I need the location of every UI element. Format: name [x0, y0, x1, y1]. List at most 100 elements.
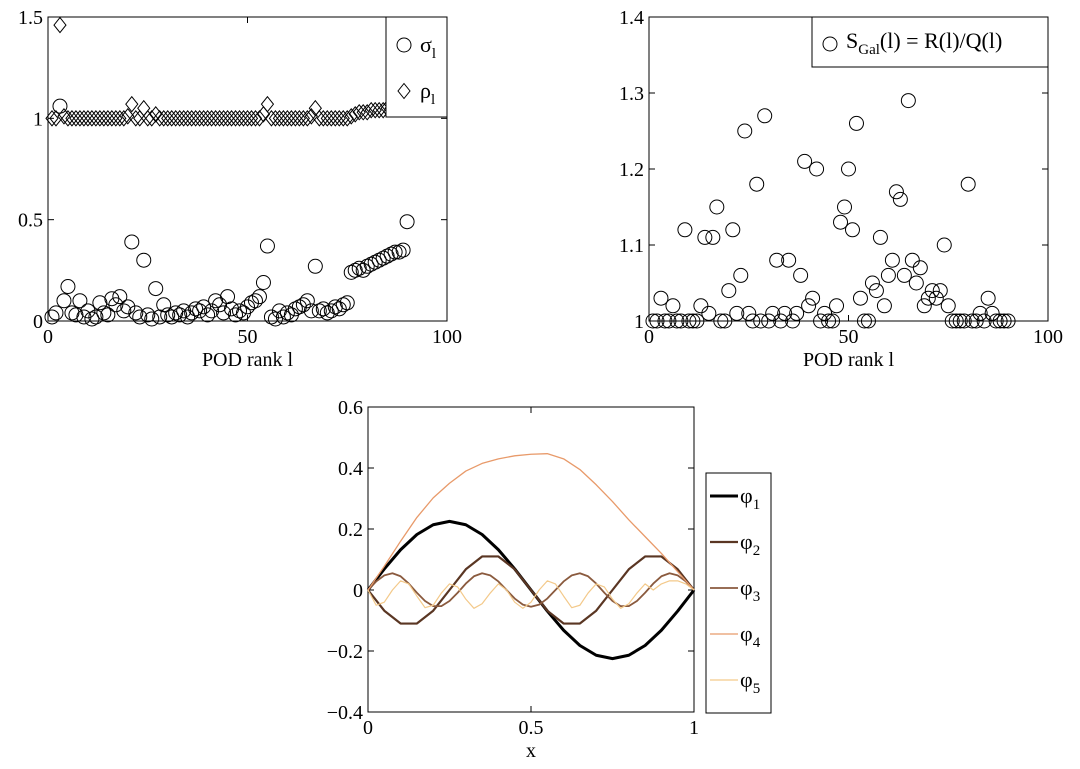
diamond-marker [97, 110, 111, 127]
circle-marker [339, 295, 355, 311]
circle-marker [860, 313, 876, 329]
diamond-marker [200, 110, 215, 127]
diamond-marker [133, 110, 147, 127]
circle-marker [657, 313, 673, 329]
diamond-marker [161, 110, 175, 127]
circle-marker [757, 108, 773, 124]
circle-marker [888, 184, 904, 200]
circle-marker [976, 313, 992, 329]
circle-marker [856, 313, 872, 329]
circle-marker [363, 256, 379, 272]
legend-symbol: σ [420, 32, 432, 57]
legend-label: φ4 [740, 621, 761, 651]
y-tick-label: 0.4 [338, 458, 363, 480]
circle-marker [956, 313, 972, 329]
circle-marker [240, 299, 255, 315]
legend-label: σl [420, 32, 436, 62]
circle-marker [729, 305, 745, 321]
diamond-marker [372, 101, 386, 119]
diamond-marker [53, 16, 67, 34]
circle-marker [371, 252, 387, 268]
diamond-marker [121, 108, 135, 125]
diamond-marker [45, 110, 59, 127]
diamond-marker [113, 110, 127, 127]
legend-subscript: 5 [753, 681, 761, 697]
circle-marker [279, 305, 295, 321]
legend-label: φ3 [740, 575, 760, 605]
circle-marker [192, 303, 208, 319]
circle-marker [884, 252, 900, 268]
diamond-marker [165, 110, 179, 127]
circle-marker [825, 313, 841, 329]
legend-label: φ1 [740, 483, 760, 513]
circle-marker [148, 281, 164, 297]
circle-marker [395, 242, 411, 258]
y-tick-label: 0 [33, 311, 43, 333]
circle-marker [396, 37, 412, 53]
circle-marker [868, 283, 884, 299]
circle-marker [347, 262, 363, 278]
diamond-marker [332, 110, 346, 127]
circle-marker [936, 237, 952, 253]
diamond-marker [344, 108, 358, 125]
circle-marker [817, 305, 833, 321]
diamond-marker [81, 110, 95, 127]
x-tick-label: 100 [1033, 326, 1063, 348]
diamond-marker [69, 110, 83, 127]
circle-marker [685, 313, 701, 329]
circle-marker [48, 305, 64, 321]
diamond-marker [57, 108, 71, 125]
circle-marker [793, 267, 809, 283]
circle-marker [968, 313, 984, 329]
legend-label: φ5 [740, 667, 760, 697]
x-tick-label: 0.5 [519, 717, 544, 739]
circle-marker [980, 290, 996, 306]
y-tick-label: 0 [353, 580, 363, 602]
diamond-marker [240, 110, 255, 127]
circle-marker [693, 298, 709, 314]
circle-marker [653, 290, 669, 306]
circle-marker [749, 176, 765, 192]
diamond-marker [264, 110, 279, 127]
circle-marker [920, 290, 936, 306]
circle-marker [383, 246, 399, 262]
circle-marker [841, 161, 856, 177]
legend-label: SGal(l) = R(l)/Q(l) [846, 28, 1002, 58]
circle-marker [232, 303, 248, 319]
circle-marker [928, 290, 944, 306]
plot-frame [367, 406, 695, 713]
diamond-marker [320, 110, 334, 127]
circle-marker [777, 305, 793, 321]
y-tick-label: 1.4 [619, 7, 644, 29]
circle-marker [52, 98, 68, 114]
circle-marker [996, 313, 1012, 329]
circle-marker [335, 297, 351, 313]
circle-marker [307, 258, 323, 274]
legend: SGal(l) = R(l)/Q(l) [811, 16, 1049, 68]
circle-marker [765, 305, 781, 321]
circle-marker [801, 298, 817, 314]
circle-marker [72, 293, 88, 309]
diamond-marker [129, 110, 143, 127]
diamond-marker [292, 110, 307, 127]
diamond-marker [232, 110, 247, 127]
diamond-marker [196, 110, 211, 127]
circle-marker [323, 303, 339, 319]
circle-marker [741, 305, 757, 321]
legend-subscript: l [432, 46, 436, 62]
circle-marker [880, 267, 896, 283]
diamond-marker [288, 110, 303, 127]
circle-marker [988, 313, 1004, 329]
circle-marker [813, 313, 829, 329]
circle-marker [833, 214, 849, 230]
y-tick-label: 0.6 [338, 397, 363, 419]
diamond-marker [137, 99, 151, 117]
circle-marker [243, 295, 259, 311]
circle-marker [733, 267, 749, 283]
circle-marker [797, 153, 813, 169]
legend-box [705, 472, 772, 714]
diamond-marker [169, 110, 183, 127]
